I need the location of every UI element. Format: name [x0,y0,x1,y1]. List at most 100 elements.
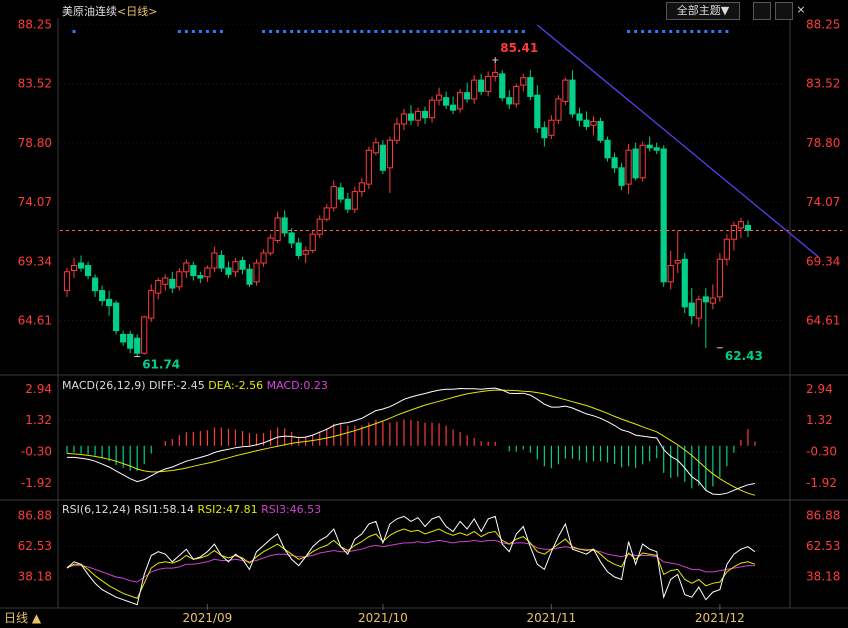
candle-down [190,265,197,277]
candle-up [274,217,281,241]
theme-select-button[interactable]: 全部主题▼ [666,2,740,20]
signal-marker [514,30,518,33]
candle-down [611,157,618,169]
candle-down [660,148,667,283]
candle-down [77,262,85,269]
candle-down [534,94,541,129]
candle-up [148,290,155,319]
signal-marker [662,30,666,33]
signal-marker [521,30,525,33]
candle-up [302,249,309,255]
signal-marker [479,30,483,33]
rsi-caption: RSI(6,12,24) RSI1:58.14 RSI2:47.81 RSI3:… [62,503,321,516]
candle-up [590,120,597,126]
candle-up [548,119,555,136]
signal-marker [381,30,385,33]
signal-marker [493,30,497,33]
signal-marker [353,30,357,33]
low-label: 61.74 [142,357,180,371]
candle-down [506,97,513,105]
candle-up [471,79,478,100]
signal-marker [451,30,455,33]
candle-up [428,99,436,119]
signal-marker [332,30,336,33]
x-tick-label: 2021/12 [695,611,745,625]
price-tick-right: 64.61 [806,314,840,328]
low-label: 62.43 [725,349,763,363]
candle-down [246,268,253,285]
signal-marker [290,30,294,33]
candle-down [239,260,246,270]
high-label: 85.41 [500,41,538,55]
candlestick-series [63,59,752,357]
signal-marker [191,30,195,33]
macd-tick-left: 2.94 [25,382,52,396]
signal-marker [276,30,280,33]
candle-down [84,265,92,277]
diff-line [67,387,756,496]
candle-up [232,261,239,273]
window-maximize-icon[interactable] [775,2,793,20]
candle-up [183,262,190,273]
candle-down [442,97,450,106]
signal-marker [423,30,427,33]
signal-marker [262,30,266,33]
rsi2-value: RSI2:47.81 [197,503,258,516]
candle-up [414,110,422,121]
candle-up [562,79,569,102]
signal-marker [409,30,413,33]
signal-marker [500,30,504,33]
rsi1-line [66,515,756,606]
rsi-tick-right: 62.53 [806,539,840,553]
signal-marker [388,30,392,33]
signal-marker [297,30,301,33]
macd-tick-right: -1.92 [806,476,837,490]
candle-down [91,277,99,292]
candle-down [99,290,106,302]
candle-up [435,94,443,101]
signal-marker [311,30,315,33]
candle-up [625,149,632,185]
signal-marker [697,30,701,33]
candle-down [702,296,709,303]
signal-marker [486,30,490,33]
candle-up [737,221,745,229]
price-tick-left: 69.34 [18,254,52,268]
candle-down [450,104,457,111]
rsi1-value: RSI1:58.14 [133,503,195,516]
signal-marker [205,30,209,33]
macd-tick-left: 1.32 [25,413,52,427]
window-restore-icon[interactable] [753,2,771,20]
candle-up [695,298,702,319]
period-switch[interactable]: 日线 ▲ [4,611,42,625]
close-icon[interactable]: × [796,3,806,16]
signal-marker [198,30,202,33]
chart-header: 美原油连续<日线> [62,3,157,19]
candle-down [681,258,688,308]
candle-down [288,232,295,244]
signal-marker [437,30,441,33]
candle-down [407,113,415,121]
macd-diff-value: DIFF:-2.45 [149,379,205,392]
candle-up [155,280,162,294]
trendline [536,24,819,258]
signal-marker [627,30,631,33]
macd-tick-right: -0.30 [806,445,837,459]
rsi-name: RSI(6,12,24) [62,503,131,516]
signal-marker [683,30,687,33]
candle-down [134,337,141,354]
candle-up [520,77,527,86]
x-tick-label: 2021/10 [358,611,408,625]
signal-marker [711,30,715,33]
candle-down [337,187,344,200]
macd-tick-left: -0.30 [21,445,52,459]
candle-up [372,142,379,154]
signal-marker [72,30,76,33]
price-tick-left: 88.25 [18,17,52,31]
candle-up [351,191,358,210]
signal-marker [402,30,406,33]
signal-marker [472,30,476,33]
candle-down [218,255,225,269]
price-tick-right: 74.07 [806,195,840,209]
macd-tick-left: -1.92 [21,476,52,490]
